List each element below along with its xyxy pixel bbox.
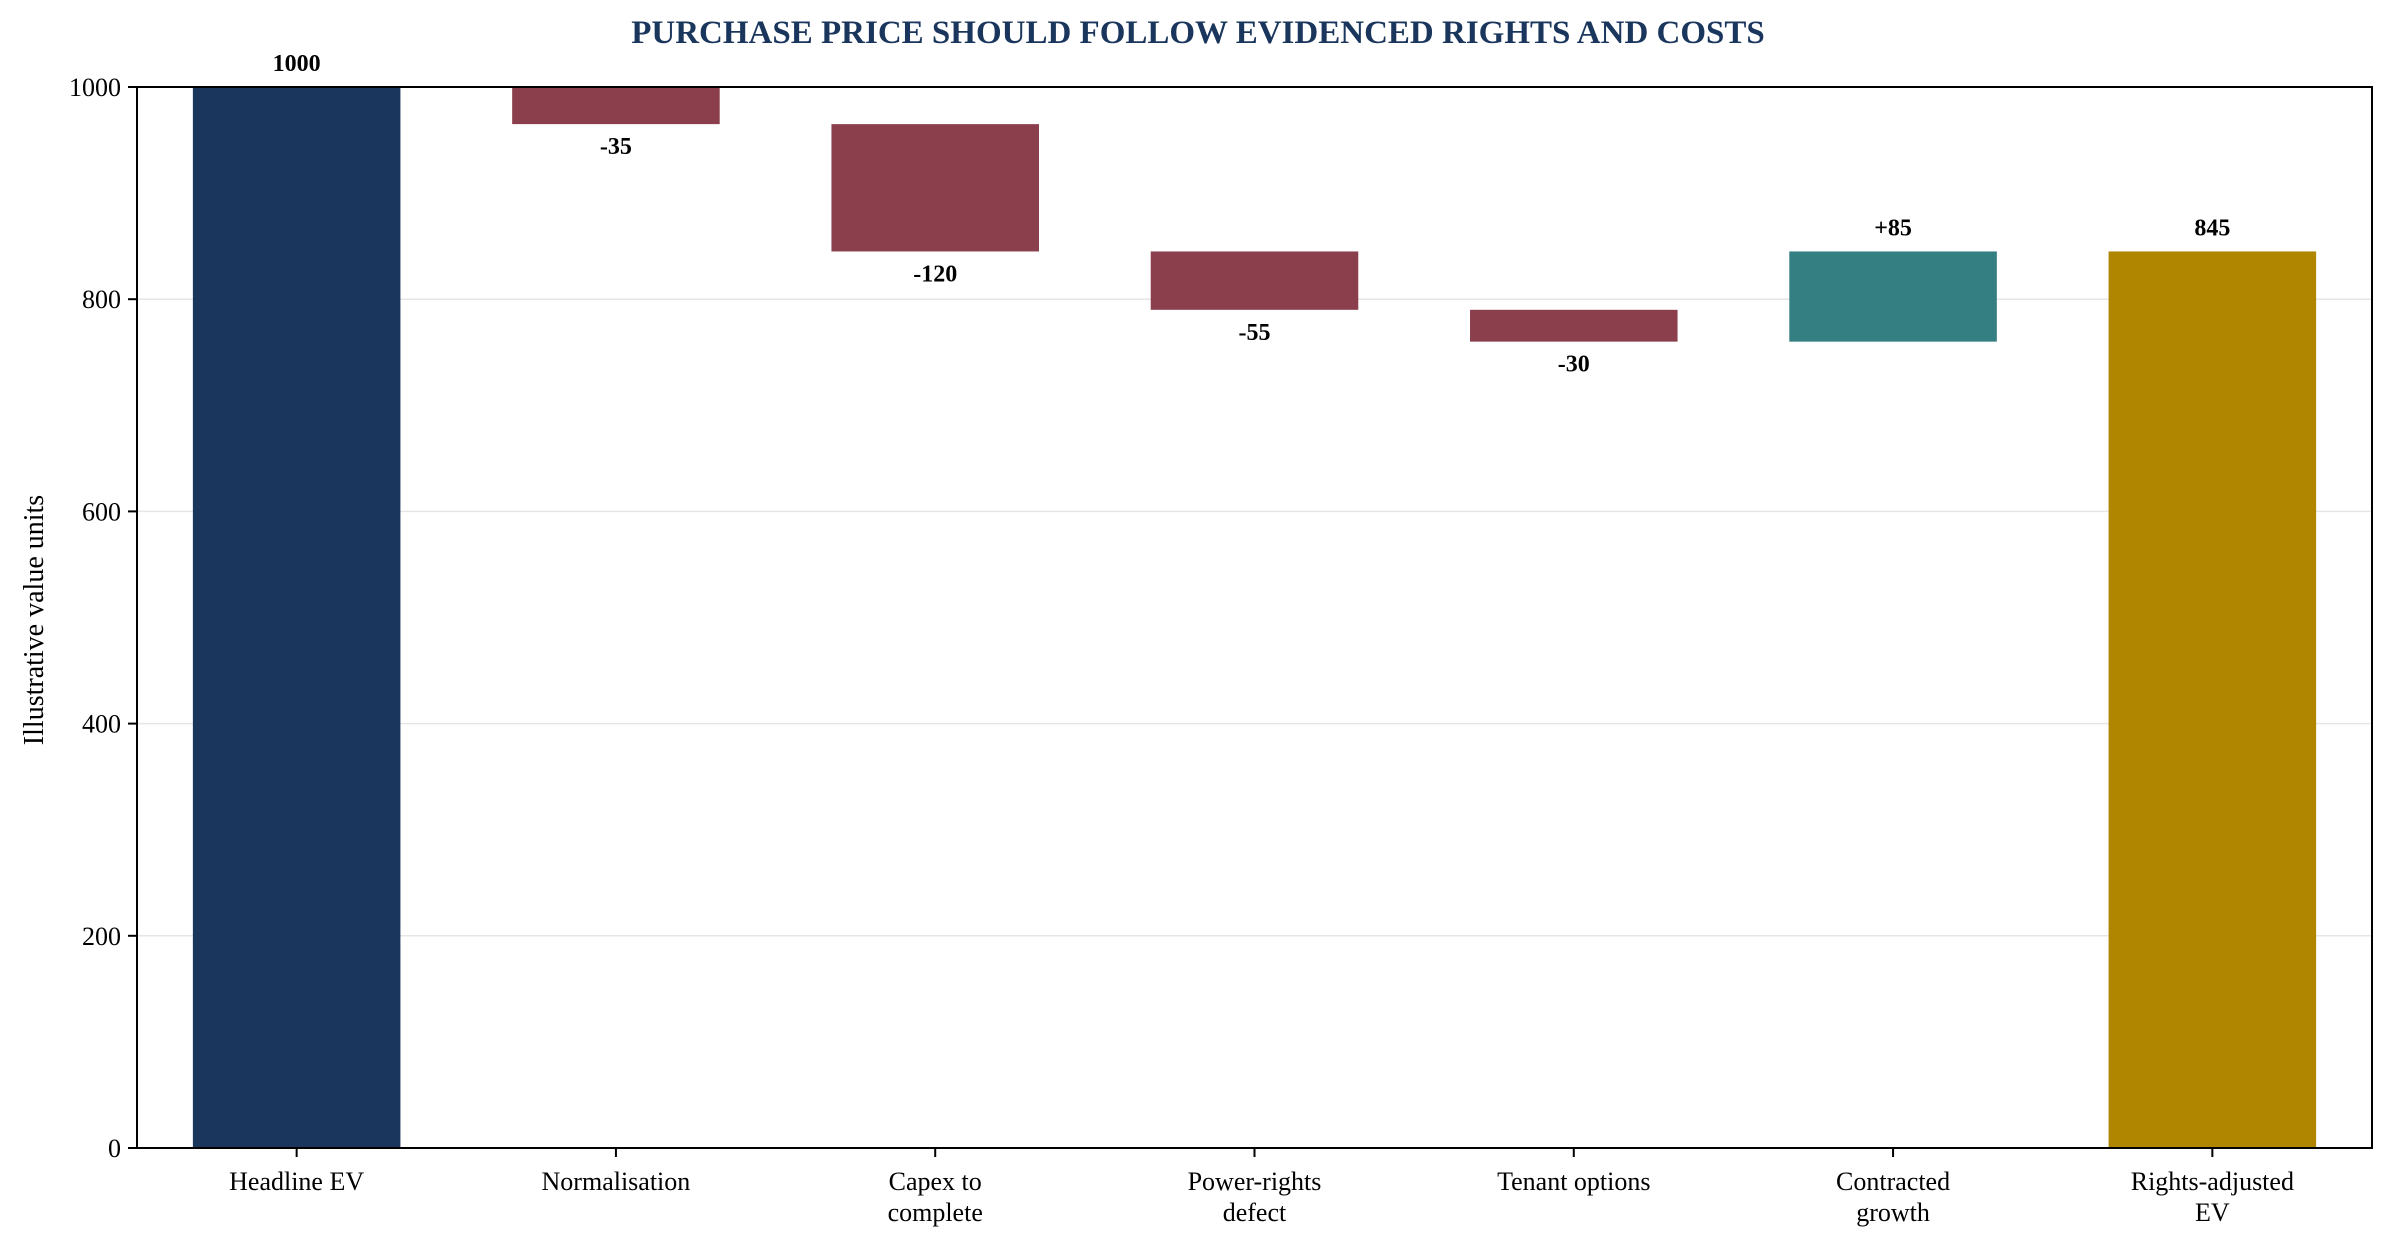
bar-7 — [2108, 251, 2317, 1148]
y-tick-label-0: 0 — [108, 1134, 121, 1163]
x-tick-label-line: defect — [1223, 1198, 1287, 1227]
x-tick-label-4: Power-rights defect — [1188, 1167, 1322, 1227]
x-tick-label-2: Normalisation — [542, 1167, 691, 1196]
axes: 0 200 400 600 800 1000 Headline EV Normalisatio… — [69, 73, 2373, 1227]
x-tick-label-line: Headline EV — [229, 1167, 364, 1196]
chart-title: PURCHASE PRICE SHOULD FOLLOW EVIDENCED R… — [631, 15, 1765, 51]
data-label-5: -30 — [1558, 352, 1590, 378]
data-label-6: +85 — [1874, 215, 1912, 241]
bar-4 — [1150, 251, 1359, 310]
x-tick-label-line: complete — [888, 1198, 983, 1227]
x-tick-label-5: Tenant options — [1497, 1167, 1650, 1196]
y-axis-title: Illustrative value units — [19, 495, 50, 745]
x-tick-label-6: Contracted growth — [1836, 1167, 1950, 1227]
data-label-4: -55 — [1239, 320, 1271, 346]
bar-3 — [831, 124, 1039, 252]
x-tick-label-line: Normalisation — [542, 1167, 691, 1196]
x-tick-label-1: Headline EV — [229, 1167, 364, 1196]
y-tick-label-400: 400 — [82, 710, 121, 739]
x-tick-label-line: Tenant options — [1497, 1167, 1650, 1196]
bar-1 — [192, 87, 401, 1148]
x-tick-label-7: Rights-adjusted EV — [2131, 1167, 2294, 1227]
x-tick-label-line: Capex to — [889, 1167, 982, 1196]
x-tick-label-line: Contracted — [1836, 1167, 1950, 1196]
x-tick-label-line: EV — [2195, 1198, 2230, 1227]
data-label-7: 845 — [2194, 215, 2230, 241]
data-label-3: -120 — [913, 261, 957, 287]
y-tick-label-1000: 1000 — [69, 73, 121, 102]
data-label-2: -35 — [600, 134, 632, 160]
y-tick-label-600: 600 — [82, 497, 121, 526]
bar-6 — [1789, 251, 1997, 342]
x-tick-label-3: Capex to complete — [888, 1167, 983, 1227]
plot-frame — [136, 86, 2373, 1149]
x-tick-label-line: Rights-adjusted — [2131, 1167, 2294, 1196]
bar-5 — [1470, 309, 1678, 342]
x-tick-label-line: Power-rights — [1188, 1167, 1322, 1196]
y-tick-label-200: 200 — [82, 922, 121, 951]
gridlines — [137, 298, 2372, 937]
y-tick-label-800: 800 — [82, 285, 121, 314]
x-tick-label-line: growth — [1856, 1198, 1930, 1227]
data-labels: 1000 -35 -120 -55 -30 +85 845 — [273, 51, 2231, 378]
bar-2 — [512, 87, 720, 125]
bars — [192, 87, 2317, 1148]
data-label-1: 1000 — [273, 51, 321, 77]
